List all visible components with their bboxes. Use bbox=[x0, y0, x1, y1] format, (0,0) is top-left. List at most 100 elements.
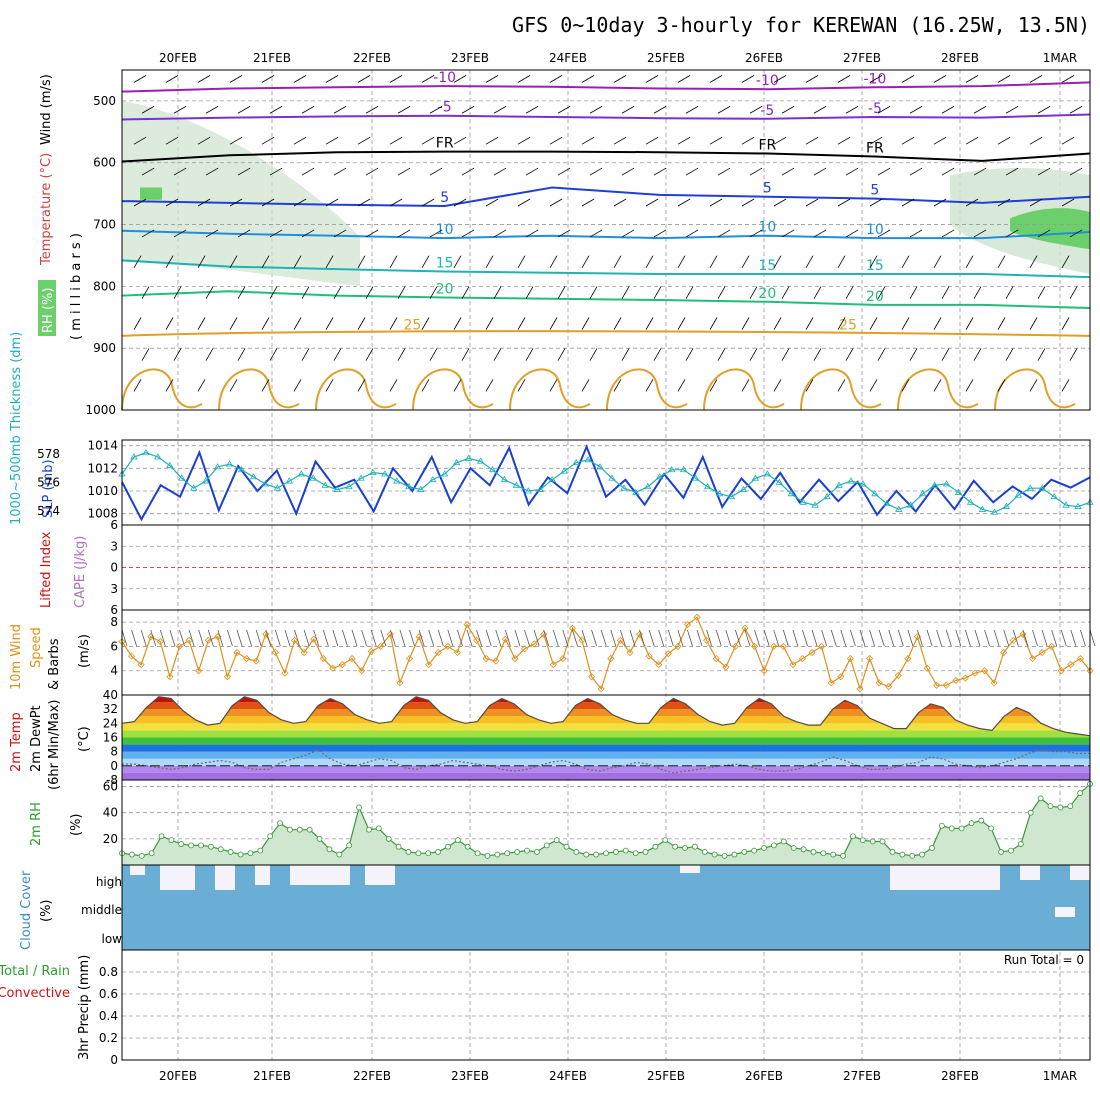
thickness-point bbox=[560, 467, 568, 474]
wind-barb bbox=[453, 198, 467, 207]
rh-shade-left bbox=[122, 100, 360, 287]
wind-barb bbox=[485, 136, 499, 145]
wind-barb bbox=[397, 167, 411, 176]
wind10-barb bbox=[533, 629, 540, 647]
rh2m-point bbox=[938, 822, 945, 829]
wind-barb bbox=[805, 379, 814, 392]
rh-shade-left-wet bbox=[140, 187, 162, 200]
rh2m-point bbox=[603, 850, 609, 857]
rh2m-point bbox=[198, 842, 204, 849]
wind10-barb bbox=[648, 629, 655, 647]
wind-barb bbox=[333, 167, 347, 176]
wind10-point bbox=[377, 642, 385, 650]
top-date-label: 25FEB bbox=[647, 51, 685, 65]
top-date-label: 21FEB bbox=[253, 51, 291, 65]
wind-barb bbox=[941, 105, 955, 114]
wind-barb bbox=[901, 317, 910, 330]
rh2m-point bbox=[682, 845, 688, 851]
wind-barb bbox=[261, 317, 270, 330]
wind-barb bbox=[493, 229, 507, 238]
wind10-barb bbox=[744, 629, 751, 647]
wind-barb bbox=[525, 167, 539, 176]
temp2m-tick-label: 40 bbox=[103, 688, 118, 702]
rh2m-point bbox=[632, 850, 639, 857]
wind10-point bbox=[1057, 667, 1065, 675]
rh2m-point bbox=[227, 849, 234, 855]
precip-tick-label: 0 bbox=[110, 1053, 118, 1067]
wind-barb bbox=[397, 105, 411, 114]
wind-barb bbox=[357, 255, 366, 269]
rh2m-point bbox=[148, 850, 155, 857]
wind10-point bbox=[789, 661, 797, 669]
wind-barb bbox=[805, 75, 819, 83]
rh2m-point bbox=[1057, 804, 1064, 811]
wind10-point bbox=[233, 648, 241, 657]
wind-barb bbox=[933, 379, 942, 392]
rh2m-point bbox=[128, 851, 135, 858]
wind-barb bbox=[645, 255, 654, 269]
wind-barb bbox=[333, 286, 342, 299]
wind-barb bbox=[485, 198, 499, 207]
pressure-tick-label: 700 bbox=[93, 218, 116, 232]
slp-tick-label: 1010 bbox=[87, 484, 118, 498]
wind-barb bbox=[965, 75, 979, 83]
wind10-unit: (m/s) bbox=[77, 634, 92, 668]
thickness-line bbox=[121, 452, 1091, 513]
rh2m-label: 2m RH bbox=[29, 802, 44, 846]
wind10-barb bbox=[658, 629, 665, 647]
wind-barb bbox=[717, 286, 726, 299]
wind-barb bbox=[229, 317, 238, 330]
wind-barb bbox=[685, 229, 699, 238]
rh2m-point bbox=[593, 851, 600, 858]
wind-barb bbox=[973, 167, 987, 176]
top-date-label: 23FEB bbox=[451, 51, 489, 65]
rh2m-point bbox=[1047, 803, 1054, 810]
wind10-barb bbox=[677, 629, 684, 647]
wind10-point bbox=[722, 663, 730, 671]
wind-barb bbox=[909, 105, 923, 114]
isotherm-line bbox=[121, 290, 1091, 309]
wind-barb bbox=[301, 229, 315, 238]
temp-color-band bbox=[122, 765, 1090, 773]
wind10-point bbox=[856, 685, 864, 693]
wind-barb bbox=[749, 286, 758, 299]
wind-barb bbox=[717, 229, 731, 238]
wind-barb bbox=[429, 167, 443, 176]
wind-barb bbox=[517, 198, 531, 207]
wind-barb bbox=[461, 229, 475, 238]
wind10-barb bbox=[351, 629, 358, 647]
precip-tick-label: 0.8 bbox=[99, 965, 118, 979]
wind10-point bbox=[137, 661, 145, 669]
rh2m-point bbox=[326, 846, 333, 853]
wind-barb bbox=[837, 75, 851, 83]
top-date-label: 1MAR bbox=[1043, 51, 1078, 65]
wind-barb bbox=[293, 198, 307, 207]
isotherm-label: -10 bbox=[433, 70, 456, 86]
pressure-axis-label: ( m i l l i b a r s ) bbox=[69, 233, 84, 340]
wind10-point bbox=[760, 667, 768, 675]
wind10-barb bbox=[514, 629, 521, 647]
wind10-barb bbox=[227, 629, 233, 647]
wind10-point bbox=[616, 636, 624, 644]
temp2m-tick-label: -8 bbox=[106, 773, 118, 787]
wind10-barb bbox=[188, 629, 195, 647]
isotherm-label: -5 bbox=[868, 101, 882, 117]
bottom-date-label: 25FEB bbox=[647, 1069, 685, 1083]
isotherm-label: -10 bbox=[756, 73, 779, 89]
thickness-point bbox=[691, 474, 700, 481]
wind10-point bbox=[290, 636, 299, 644]
rh2m-unit: (%) bbox=[69, 814, 84, 837]
wind-barb bbox=[613, 198, 627, 207]
wind-barb bbox=[869, 255, 878, 269]
wind10-barb bbox=[591, 629, 598, 647]
wind-barb bbox=[205, 348, 214, 361]
cape-label: CAPE (J/kg) bbox=[73, 536, 88, 608]
wind10-barb bbox=[792, 629, 799, 647]
wind10-point bbox=[156, 638, 164, 646]
li-tick-label: 6 bbox=[110, 603, 118, 617]
rh2m-point bbox=[385, 835, 392, 842]
wind-barb bbox=[997, 198, 1011, 207]
isotherm-25-contours bbox=[121, 368, 1076, 411]
thickness-point bbox=[369, 468, 377, 475]
wind-barb bbox=[397, 286, 406, 299]
